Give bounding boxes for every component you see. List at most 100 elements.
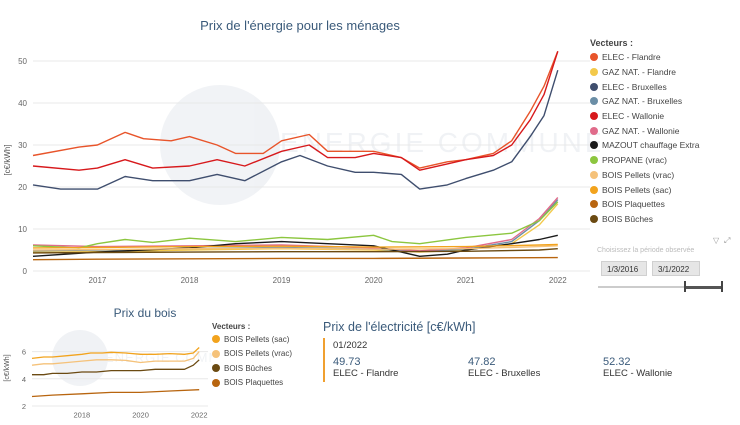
x-tick-label: 2019 xyxy=(273,276,291,285)
legend-item-propane-vrac[interactable]: PROPANE (vrac) xyxy=(590,153,738,168)
kpi-value: 47.82 xyxy=(468,356,496,368)
legend-label: BOIS Bûches xyxy=(602,213,654,224)
watermark-text: ENERGIE COMMUNE xyxy=(280,127,600,158)
main-legend: Vecteurs : ELEC - Flandre GAZ NAT. - Flan… xyxy=(590,38,738,226)
kpi-value: 49.73 xyxy=(333,356,361,368)
series-line-gaz-nat-bruxelles xyxy=(32,199,559,253)
wood-chart: ENERGIE COMMUNE 2 4 6 2018 2020 2022 [c€/kWh… xyxy=(4,330,212,420)
legend-dot xyxy=(212,378,220,387)
legend-item-gaz-nat-wallonie[interactable]: GAZ NAT. - Wallonie xyxy=(590,123,738,138)
legend-item-bois-pellets-sac[interactable]: BOIS Pellets (sac) xyxy=(590,182,738,197)
legend-item-bois-buches[interactable]: BOIS Bûches xyxy=(212,361,322,376)
y-tick-label: 0 xyxy=(23,267,28,276)
y-tick-label: 40 xyxy=(18,99,27,108)
y-tick-label: 30 xyxy=(18,141,27,150)
legend-label: BOIS Pellets (vrac) xyxy=(602,169,675,180)
legend-dot xyxy=(590,82,598,91)
legend-dot xyxy=(590,141,598,150)
kpi-label: ELEC - Flandre xyxy=(333,368,399,379)
start-date-input[interactable]: 1/3/2016 xyxy=(601,261,647,276)
end-date-input[interactable]: 3/1/2022 xyxy=(652,261,700,276)
series-line-bois-pellets-vrac xyxy=(32,245,558,251)
expand-icon[interactable]: ⤢ xyxy=(724,236,731,245)
legend-label: MAZOUT chauffage Extra xyxy=(602,140,700,151)
y-tick-label: 4 xyxy=(22,375,26,384)
legend-item-gaz-nat-flandre[interactable]: GAZ NAT. - Flandre xyxy=(590,65,738,80)
legend-item-elec-bruxelles[interactable]: ELEC - Bruxelles xyxy=(590,79,738,94)
electricity-card-title: Prix de l'électricité [c€/kWh] xyxy=(323,320,476,334)
main-chart-title: Prix de l'énergie pour les ménages xyxy=(200,18,400,33)
series-line-bois-pellets-sac xyxy=(31,347,200,360)
legend-item-mazout-chauffage-extra[interactable]: MAZOUT chauffage Extra xyxy=(590,138,738,153)
legend-item-elec-flandre[interactable]: ELEC - Flandre xyxy=(590,50,738,65)
legend-label: BOIS Plaquettes xyxy=(602,199,665,210)
legend-dot xyxy=(590,200,598,209)
series-line-bois-pellets-vrac xyxy=(31,351,200,366)
period-slider-range xyxy=(684,285,722,289)
series-line-bois-buches xyxy=(32,248,558,254)
legend-item-bois-pellets-vrac[interactable]: BOIS Pellets (vrac) xyxy=(212,347,322,362)
legend-dot xyxy=(212,364,220,373)
legend-item-bois-pellets-sac[interactable]: BOIS Pellets (sac) xyxy=(212,332,322,347)
legend-dot xyxy=(590,53,598,62)
legend-label: GAZ NAT. - Wallonie xyxy=(602,125,680,136)
filter-icon[interactable]: ▽ xyxy=(713,236,720,245)
series-line-bois-buches xyxy=(32,359,200,376)
legend-label: GAZ NAT. - Flandre xyxy=(602,67,676,78)
kpi-label: ELEC - Bruxelles xyxy=(468,368,541,379)
legend-label: BOIS Bûches xyxy=(224,363,273,373)
period-slider-track[interactable] xyxy=(598,286,722,288)
legend-dot xyxy=(212,335,220,344)
card-accent-bar xyxy=(323,338,325,382)
legend-label: PROPANE (vrac) xyxy=(602,155,668,166)
y-tick-label: 50 xyxy=(18,57,27,66)
legend-label: BOIS Pellets (sac) xyxy=(602,184,672,195)
legend-item-bois-plaquettes[interactable]: BOIS Plaquettes xyxy=(590,197,738,212)
legend-label: BOIS Plaquettes xyxy=(224,378,284,388)
legend-dot xyxy=(590,68,598,77)
period-slider-end-handle[interactable] xyxy=(721,281,723,292)
x-tick-label: 2022 xyxy=(191,411,208,420)
wood-watermark-logo: ENERGIE COMMUNE xyxy=(52,330,212,386)
legend-label: BOIS Pellets (sac) xyxy=(224,334,290,344)
y-tick-label: 2 xyxy=(22,402,26,411)
legend-item-elec-wallonie[interactable]: ELEC - Wallonie xyxy=(590,109,738,124)
kpi-bruxelles: 47.82 ELEC - Bruxelles xyxy=(468,356,540,379)
kpi-value: 52.32 xyxy=(603,356,631,368)
legend-item-bois-pellets-vrac[interactable]: BOIS Pellets (vrac) xyxy=(590,168,738,183)
series-line-bois-plaquettes xyxy=(32,256,558,261)
series-line-elec-flandre xyxy=(32,51,559,169)
legend-item-bois-plaquettes[interactable]: BOIS Plaquettes xyxy=(212,376,322,391)
wood-legend: Vecteurs : BOIS Pellets (sac) BOIS Pellet… xyxy=(212,322,322,390)
kpi-label: ELEC - Wallonie xyxy=(603,368,673,379)
legend-dot xyxy=(212,349,220,358)
x-tick-label: 2020 xyxy=(132,411,149,420)
slicer-label: Choisissez la période observée xyxy=(597,247,695,254)
series-line-propane-vrac xyxy=(32,201,559,249)
legend-label: ELEC - Bruxelles xyxy=(602,81,667,92)
wood-legend-title: Vecteurs : xyxy=(212,322,251,331)
legend-dot xyxy=(590,185,598,194)
wood-chart-title: Prix du bois xyxy=(113,306,177,320)
legend-dot xyxy=(590,126,598,135)
main-legend-title: Vecteurs : xyxy=(590,38,634,48)
series-line-elec-bruxelles xyxy=(32,69,559,190)
legend-dot xyxy=(590,170,598,179)
legend-item-gaz-nat-bruxelles[interactable]: GAZ NAT. - Bruxelles xyxy=(590,94,738,109)
legend-label: ELEC - Flandre xyxy=(602,52,661,63)
main-y-axis-label: [c€/kWh] xyxy=(3,144,12,175)
series-line-elec-wallonie xyxy=(32,51,559,171)
legend-dot xyxy=(590,97,598,106)
x-tick-label: 2018 xyxy=(74,411,91,420)
y-tick-label: 6 xyxy=(22,348,26,357)
series-line-bois-plaquettes xyxy=(31,389,200,398)
kpi-flandre: 49.73 ELEC - Flandre xyxy=(333,356,398,379)
period-slider-start-handle[interactable] xyxy=(683,281,686,292)
main-chart: ENERGIE COMMUNE 0 10 20 30 40 50 2017 2018 2019… xyxy=(3,51,600,285)
y-tick-label: 10 xyxy=(18,225,27,234)
x-tick-label: 2021 xyxy=(457,276,475,285)
x-tick-label: 2020 xyxy=(365,276,383,285)
legend-label: GAZ NAT. - Bruxelles xyxy=(602,96,683,107)
legend-dot xyxy=(590,214,598,223)
legend-item-bois-buches[interactable]: BOIS Bûches xyxy=(590,212,738,227)
